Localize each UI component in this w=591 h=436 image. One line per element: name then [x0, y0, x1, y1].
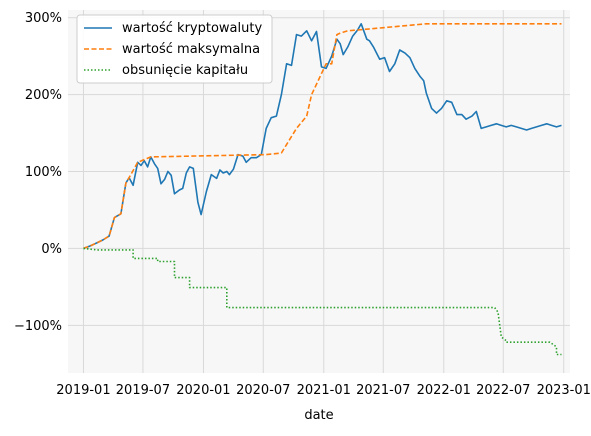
y-tick-label: 300%	[25, 11, 62, 26]
legend: wartość kryptowaluty wartość maksymalna …	[76, 14, 273, 84]
x-axis-label: date	[304, 408, 333, 423]
x-tick-labels: 2019-01 2019-07 2020-01 2020-07 2021-01 2021-…	[56, 383, 591, 398]
y-tick-label: −100%	[14, 319, 62, 334]
x-tick-label: 2023-01	[537, 383, 591, 398]
series-line-drawdown	[83, 247, 562, 356]
legend-label-max: wartość maksymalna	[122, 42, 260, 57]
x-tick-label: 2022-01	[417, 383, 471, 398]
x-tick-label: 2022-07	[476, 383, 530, 398]
series-lines	[83, 22, 562, 356]
x-tick-label: 2021-07	[356, 383, 410, 398]
x-tick-label: 2019-07	[116, 383, 170, 398]
y-tick-label: 200%	[25, 88, 62, 103]
legend-label-drawdown: obsunięcie kapitału	[122, 63, 248, 78]
legend-label-value: wartość kryptowaluty	[122, 21, 262, 36]
x-tick-label: 2020-01	[176, 383, 230, 398]
x-tick-label: 2021-01	[297, 383, 351, 398]
x-tick-label: 2019-01	[56, 383, 110, 398]
y-tick-labels: 300% 200% 100% 0% −100%	[14, 11, 62, 334]
y-tick-label: 100%	[25, 165, 62, 180]
series-line-value	[83, 22, 562, 250]
x-tick-label: 2020-07	[236, 383, 290, 398]
series-line-max	[83, 22, 562, 250]
legend-box	[76, 14, 273, 84]
y-tick-label: 0%	[41, 242, 62, 257]
